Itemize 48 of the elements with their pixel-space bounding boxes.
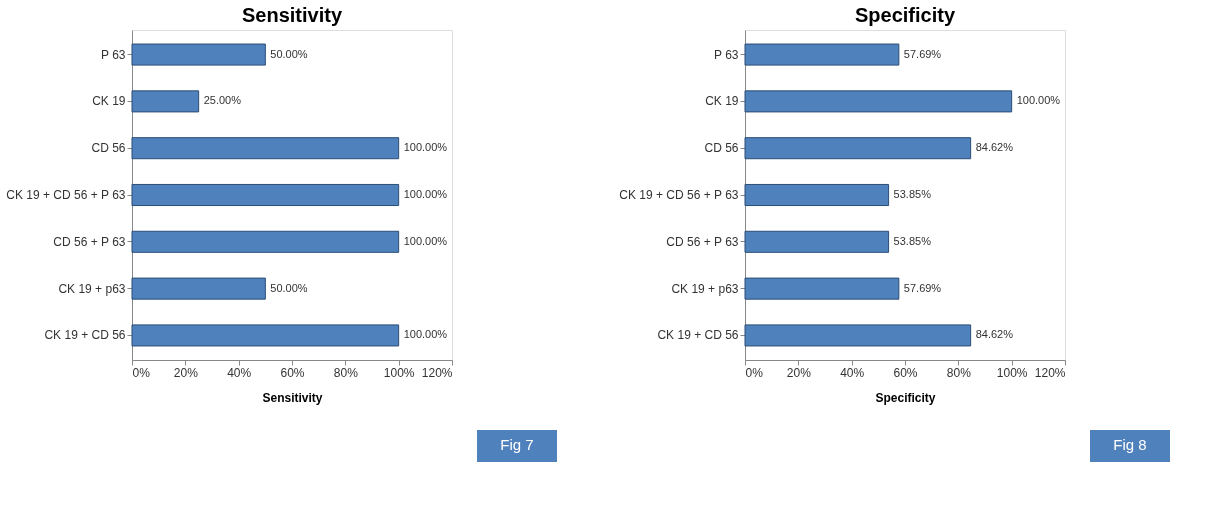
data-label: 100.00% (403, 328, 448, 341)
x-tick-label: 120% (421, 365, 453, 380)
x-tick-label: 0% (745, 365, 764, 380)
data-label: 50.00% (270, 281, 308, 294)
y-tick-label: CK 19 (92, 94, 126, 109)
x-tick-label: 80% (333, 365, 359, 380)
data-label: 100.00% (403, 188, 448, 200)
caption: Fig 7 (500, 436, 534, 453)
x-tick-label: 40% (227, 365, 252, 380)
x-tick-label: 60% (893, 365, 918, 380)
x-tick-label: 0% (132, 365, 151, 380)
data-label: 53.85% (893, 188, 932, 200)
data-label: 25.00% (203, 94, 242, 107)
data-label: 50.00% (270, 47, 308, 60)
x-axis-title: Specificity (875, 390, 936, 405)
y-tick-label: CK 19 + CD 56 + P 63 (6, 188, 126, 202)
x-tick-label: 100% (383, 365, 415, 380)
x-tick-label: 100% (996, 365, 1028, 380)
y-tick-label: CK 19 + CD 56 + P 63 (619, 188, 739, 202)
data-label: 57.69% (903, 47, 942, 60)
y-tick-label: P 63 (101, 47, 126, 62)
y-tick-label: CK 19 + p63 (58, 281, 126, 296)
chart-title: Sensitivity (241, 4, 343, 26)
x-tick-label: 80% (946, 365, 972, 380)
y-tick-label: CD 56 (704, 141, 739, 156)
x-tick-label: 20% (786, 365, 812, 380)
y-tick-label: CK 19 + CD 56 (657, 328, 739, 343)
data-label: 100.00% (403, 234, 448, 247)
data-label: 100.00% (403, 141, 448, 154)
x-tick-label: 120% (1034, 365, 1066, 380)
data-label: 84.62% (975, 141, 1014, 154)
x-axis-title: Sensitivity (262, 390, 323, 405)
y-tick-label: CD 56 (91, 141, 126, 156)
y-tick-label: CK 19 (705, 94, 739, 109)
x-tick-label: 60% (280, 365, 305, 380)
y-tick-label: CD 56 + P 63 (666, 234, 739, 249)
x-tick-label: 40% (840, 365, 865, 380)
y-tick-label: CD 56 + P 63 (53, 234, 126, 249)
data-label: 100.00% (1016, 94, 1061, 107)
y-tick-label: CK 19 + p63 (671, 281, 739, 296)
data-label: 53.85% (893, 234, 932, 247)
data-label: 84.62% (975, 328, 1014, 341)
chart-title: Specificity (854, 4, 956, 26)
caption: Fig 8 (1113, 436, 1147, 453)
x-tick-label: 20% (173, 365, 199, 380)
y-tick-label: P 63 (714, 47, 739, 62)
data-label: 57.69% (903, 281, 942, 294)
y-tick-label: CK 19 + CD 56 (44, 328, 126, 343)
